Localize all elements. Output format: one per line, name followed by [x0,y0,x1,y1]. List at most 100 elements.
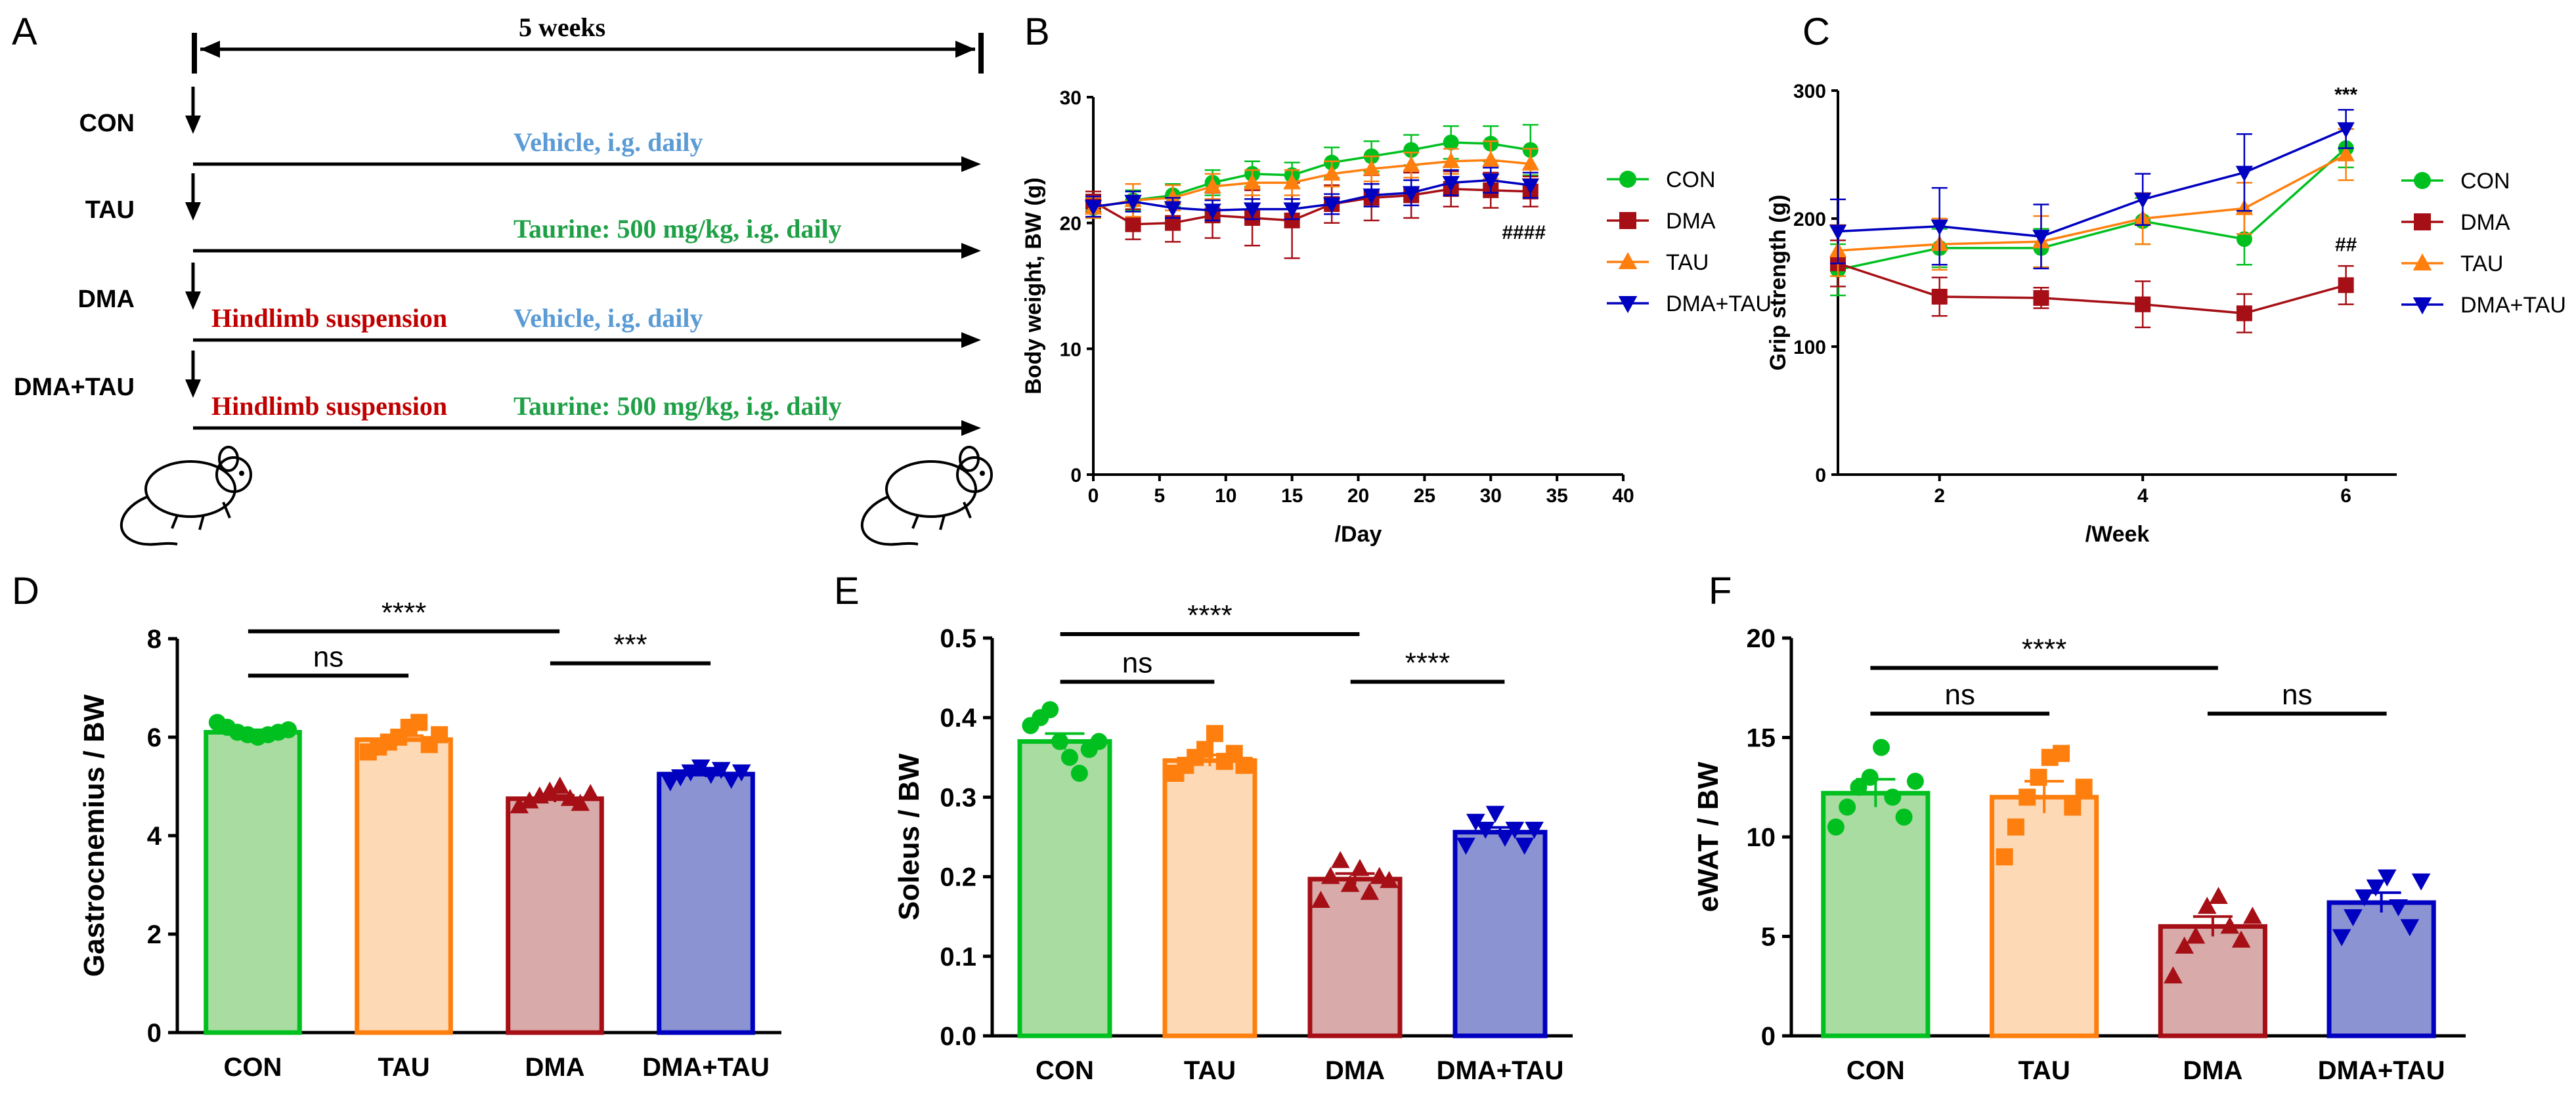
x-tick-label-b: 25 [1414,485,1435,507]
x-tick-label-dma: DMA [1325,1056,1385,1085]
x-tick-label-con: CON [1846,1056,1905,1085]
data-point-con [1850,779,1867,796]
y-tick-label-e: 0.4 [940,704,976,733]
data-point-dma-plus-tau [1515,838,1534,855]
data-point-dma-plus-tau [2400,919,2420,937]
data-point-dma-plus-tau [1466,813,1485,831]
y-axis-label-c: Grip strength (g) [1766,194,1791,370]
y-tick-label-d: 6 [147,723,162,752]
data-point-dma-plus-tau [2344,909,2363,927]
data-point-con [1861,769,1879,786]
legend-marker-tau [1618,252,1638,270]
legend-label-tau: TAU [2460,251,2503,276]
start-arrow-head-dma-plus-tau [185,379,201,398]
significance-label-e: **** [1187,599,1233,631]
chart-d: D 0 2 4 6 8 Gastrocnemius / BW CON TAU DMA DMA+TAU… [12,570,781,1082]
panel-label-a: A [12,11,37,53]
x-tick-label-dma-plus-tau: DMA+TAU [2318,1056,2445,1085]
significance-label-e: **** [1405,647,1451,679]
data-point-dma-plus-tau [1475,821,1495,839]
bar-dma-plus-tau [1452,830,1548,1038]
duration-label: 5 weeks [519,12,605,42]
data-point-dma-plus-tau [2235,165,2254,182]
data-point-dma-plus-tau [1456,838,1475,855]
series-b-dma [1085,170,1539,259]
y-tick-label-f: 5 [1761,923,1776,952]
data-point-dma [1350,859,1370,876]
data-point-tau [2075,779,2093,796]
mouse-start-body [144,460,236,518]
mouse-end-tail [860,496,919,546]
data-point-dma [1330,851,1350,868]
data-point-tau [1521,154,1539,171]
data-point-dma-plus-tau [1505,821,1525,839]
legend-label-dma-plus-tau: DMA+TAU [1666,291,1772,316]
data-point-dma-plus-tau [2355,889,2374,907]
data-point-dma-plus-tau [1442,176,1460,192]
data-point-con [1906,773,1924,790]
data-point-dma-plus-tau [2411,873,2431,891]
data-point-tau [2019,788,2036,806]
x-tick-label-tau: TAU [2019,1056,2070,1085]
y-tick-label-e: 0.2 [940,863,976,892]
series-line-tau [1837,153,2347,252]
x-tick-label-tau: TAU [1184,1056,1236,1085]
y-axis-label-e: Soleus / BW [893,753,925,920]
data-point-tau [1996,848,2013,866]
significance-label-d: **** [382,597,427,629]
data-point-tau [1164,188,1182,205]
series-line-tau [1093,159,1531,209]
significance-label-d: *** [613,629,647,661]
data-point-dma [1321,866,1340,884]
data-point-dma [1931,288,1948,305]
y-tick-label-b: 10 [1060,339,1081,360]
legend-label-dma: DMA [2460,210,2510,235]
data-point-dma-plus-tau [1283,202,1301,219]
start-arrow-head-tau [185,202,201,221]
data-point-dma [2033,289,2049,306]
data-point-dma-plus-tau [1363,188,1380,205]
data-point-dma [580,784,600,802]
data-point-dma [2175,936,2194,954]
data-point-dma-plus-tau [1482,173,1500,190]
significance-label-e: ns [1122,647,1152,679]
panel-label-c: C [1802,11,1830,53]
panel-label-d: D [12,570,39,612]
panel-label-b: B [1024,11,1050,53]
data-point-dma [530,786,550,804]
data-point-dma-plus-tau [1164,201,1182,217]
data-point-con [1884,788,1902,806]
data-point-dma-plus-tau [1322,197,1341,213]
data-point-dma [2164,966,2183,984]
annotation-c-mid: ## [2335,234,2357,255]
x-tick-label-con: CON [224,1053,282,1082]
data-point-tau [1206,725,1223,742]
series-c-con [1830,128,2354,297]
data-point-dma [2243,907,2262,924]
legend-marker-dma-plus-tau [2412,297,2432,314]
data-point-dma-plus-tau [681,764,701,782]
data-point-dma [1370,866,1389,884]
panel-label-e: E [834,570,860,612]
y-axis-label-f: eWAT / BW [1692,761,1724,912]
data-point-dma-plus-tau [1124,194,1142,211]
mouse-start-head [215,456,252,493]
series-line-dma-plus-tau [1837,127,2347,238]
treatment-left-dma-plus-tau: Hindlimb suspension [211,391,447,421]
chart-e: E 0.0 0.1 0.2 0.3 0.4 0.5 Soleus / BW CON TAU DMA D… [834,570,1573,1085]
data-point-dma [540,781,559,799]
data-point-dma [1125,216,1141,232]
chart-c: C 2 4 6 0 100 200 300/Week Grip strength (g) CON D… [1766,11,2566,547]
x-tick-label-b: 35 [1546,485,1567,507]
mouse-end-head [956,456,993,493]
series-line-dma-plus-tau [1093,179,1531,212]
treatment-right-tau: Taurine: 500 mg/kg, i.g. daily [513,214,842,244]
data-point-con [1041,701,1059,719]
x-tick-label-b: 40 [1612,485,1634,507]
data-point-dma [560,788,580,806]
data-point-dma [2186,926,2206,944]
data-point-dma-plus-tau [670,769,690,786]
data-point-tau [1283,173,1301,190]
mouse-start-eye [239,471,244,476]
data-point-con [1827,818,1845,836]
